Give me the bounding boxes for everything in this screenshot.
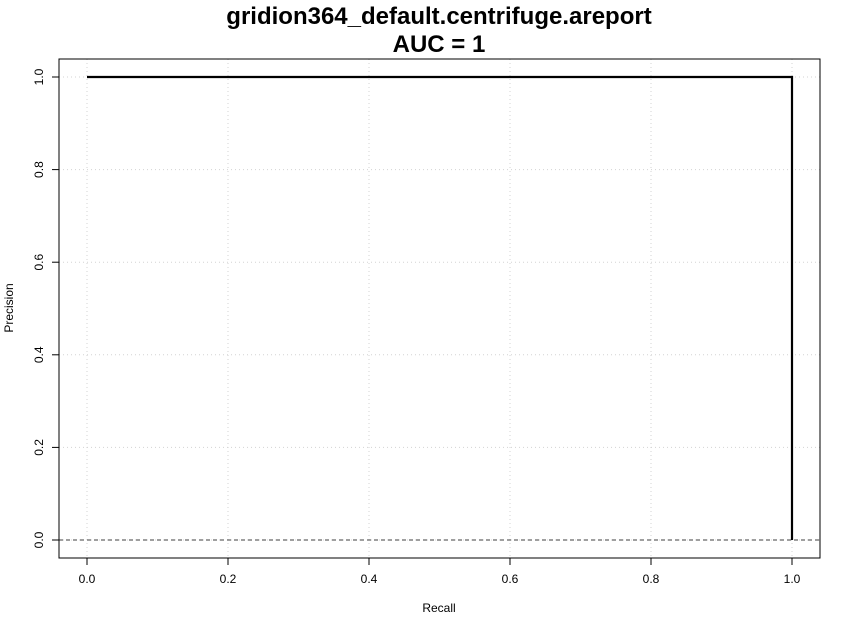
x-tick-label: 1.0: [784, 572, 801, 586]
y-axis-label: Precision: [2, 283, 16, 332]
x-axis-label: Recall: [422, 601, 455, 615]
y-tick-label: 1.0: [32, 68, 46, 85]
series-layer: [87, 75, 794, 540]
x-axis: 0.0 0.2 0.4 0.6 0.8 1.0: [79, 558, 801, 586]
x-tick-label: 0.2: [220, 572, 237, 586]
x-tick-label: 0.8: [643, 572, 660, 586]
chart-subtitle: AUC = 1: [393, 31, 486, 58]
y-tick-label: 0.4: [32, 346, 46, 363]
y-tick-label: 0.6: [32, 254, 46, 271]
grid-lines: [59, 59, 820, 558]
pr-curve-line: [87, 75, 794, 540]
y-tick-label: 0.0: [32, 531, 46, 548]
y-tick-label: 0.2: [32, 439, 46, 456]
x-tick-label: 0.6: [502, 572, 519, 586]
x-tick-label: 0.4: [361, 572, 378, 586]
y-axis: 0.0 0.2 0.4 0.6 0.8 1.0: [32, 68, 59, 548]
chart-title: gridion364_default.centrifuge.areport: [226, 3, 651, 30]
plot-frame: [58, 58, 821, 559]
x-tick-label: 0.0: [79, 572, 96, 586]
y-tick-label: 0.8: [32, 161, 46, 178]
